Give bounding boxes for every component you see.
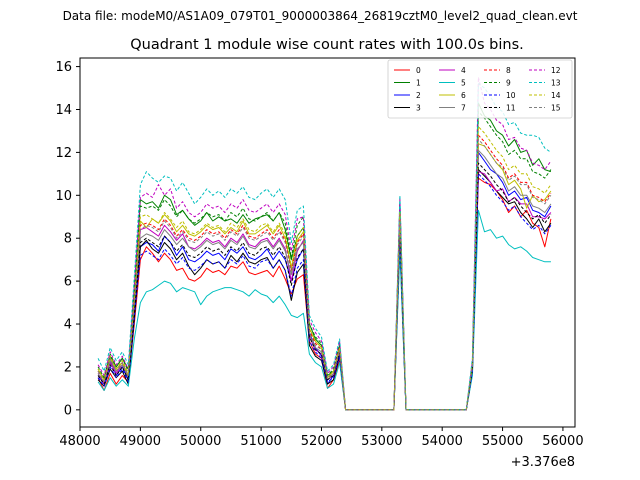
legend-label: 10 [506, 91, 516, 100]
legend-label: 13 [551, 78, 561, 87]
y-tick-label: 4 [64, 318, 72, 333]
legend-label: 4 [461, 66, 466, 75]
chart-title: Quadrant 1 module wise count rates with … [130, 37, 524, 53]
legend-label: 7 [461, 103, 466, 112]
y-tick-label: 0 [64, 403, 72, 418]
legend-label: 14 [551, 91, 561, 100]
x-tick-label: 55000 [482, 434, 523, 449]
legend-label: 9 [506, 78, 511, 87]
x-tick-label: 48000 [59, 434, 100, 449]
series-line-13 [97, 83, 552, 411]
series-line-15 [97, 139, 552, 411]
y-tick-label: 16 [55, 60, 72, 75]
series-line-11 [97, 162, 552, 411]
legend-box [387, 59, 573, 119]
series-line-3 [97, 169, 552, 411]
y-tick-label: 10 [55, 189, 72, 204]
y-tick-label: 8 [64, 232, 72, 247]
series-line-5 [97, 209, 551, 411]
series-line-0 [97, 177, 552, 411]
x-tick-label: 51000 [240, 434, 281, 449]
legend-label: 1 [416, 78, 421, 87]
legend-label: 12 [551, 66, 561, 75]
y-axis: 0 2 4 6 8 10 12 14 16 [55, 60, 80, 418]
chart-suptitle: Data file: modeM0/AS1A09_079T01_90000038… [63, 9, 578, 23]
plot-area-frame [79, 57, 576, 428]
x-axis-offset-label: +3.376e8 [511, 455, 575, 470]
x-axis: 48000 49000 50000 51000 52000 53000 54000 55000… [59, 427, 584, 449]
x-tick-label: 53000 [361, 434, 402, 449]
x-tick-label: 52000 [301, 434, 342, 449]
legend-label: 15 [551, 103, 561, 112]
legend-label: 6 [461, 91, 466, 100]
legend-label: 2 [416, 91, 421, 100]
legend-label: 8 [506, 66, 511, 75]
legend-label: 0 [416, 66, 421, 75]
x-tick-label: 54000 [422, 434, 463, 449]
x-tick-label: 56000 [542, 434, 583, 449]
y-tick-label: 6 [64, 275, 72, 290]
series-layer [97, 76, 552, 411]
y-tick-label: 12 [55, 146, 72, 161]
legend-label: 5 [461, 78, 466, 87]
x-tick-label: 49000 [120, 434, 161, 449]
x-tick-label: 50000 [180, 434, 221, 449]
legend-label: 11 [506, 103, 516, 112]
y-tick-label: 14 [55, 103, 72, 118]
y-tick-label: 2 [64, 360, 72, 375]
series-line-12 [97, 76, 552, 411]
legend-label: 3 [416, 103, 421, 112]
